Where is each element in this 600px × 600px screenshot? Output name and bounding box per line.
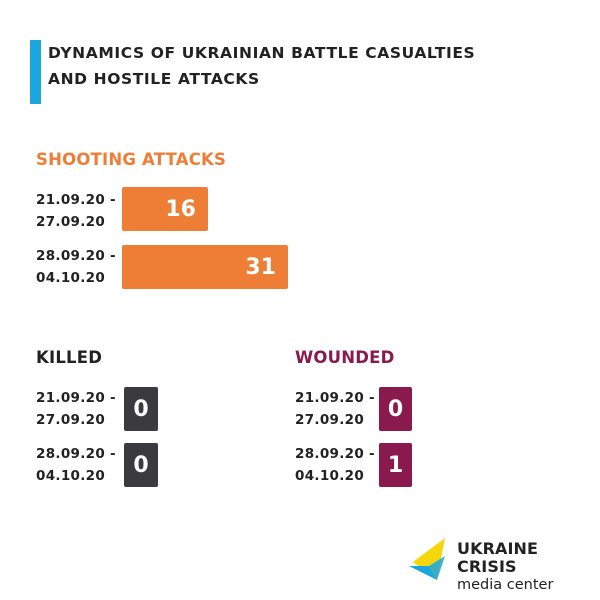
wounded-bar-1: 0 xyxy=(379,387,412,431)
shooting-bar-1: 16 xyxy=(122,187,208,231)
shooting-bar-1-value: 16 xyxy=(165,196,196,222)
killed-bar-1-value: 0 xyxy=(133,396,149,422)
wounded-date-label-2: 28.09.20 - 04.10.20 xyxy=(295,446,375,484)
logo-wordmark: UKRAINE CRISIS media center xyxy=(457,540,600,594)
page-title: DYNAMICS OF UKRAINIAN BATTLE CASUALTIES … xyxy=(48,40,568,92)
killed-bar-2: 0 xyxy=(124,443,158,487)
shooting-date-label-2: 28.09.20 - 04.10.20 xyxy=(36,248,116,286)
shooting-attacks-heading: SHOOTING ATTACKS xyxy=(36,150,227,169)
killed-date-label-2: 28.09.20 - 04.10.20 xyxy=(36,446,116,484)
shooting-bar-2-value: 31 xyxy=(245,254,276,280)
wounded-bar-2-value: 1 xyxy=(387,452,404,478)
killed-bar-1: 0 xyxy=(124,387,158,431)
wounded-bar-2: 1 xyxy=(379,443,412,487)
title-accent-bar xyxy=(30,40,41,104)
logo-line-2: media center xyxy=(457,577,554,593)
logo-line-1: UKRAINE CRISIS xyxy=(457,539,539,576)
shooting-bar-2: 31 xyxy=(122,245,288,289)
killed-heading: KILLED xyxy=(36,348,103,367)
killed-bar-2-value: 0 xyxy=(133,452,149,478)
wounded-bar-1-value: 0 xyxy=(387,396,404,422)
ukraine-crisis-logo-icon xyxy=(409,538,445,580)
killed-date-label-1: 21.09.20 - 27.09.20 xyxy=(36,390,116,428)
title-line-1: DYNAMICS OF UKRAINIAN BATTLE CASUALTIES xyxy=(48,44,476,62)
title-line-2: AND HOSTILE ATTACKS xyxy=(48,70,260,88)
shooting-date-label-1: 21.09.20 - 27.09.20 xyxy=(36,192,116,230)
wounded-date-label-1: 21.09.20 - 27.09.20 xyxy=(295,390,375,428)
wounded-heading: WOUNDED xyxy=(295,348,395,367)
